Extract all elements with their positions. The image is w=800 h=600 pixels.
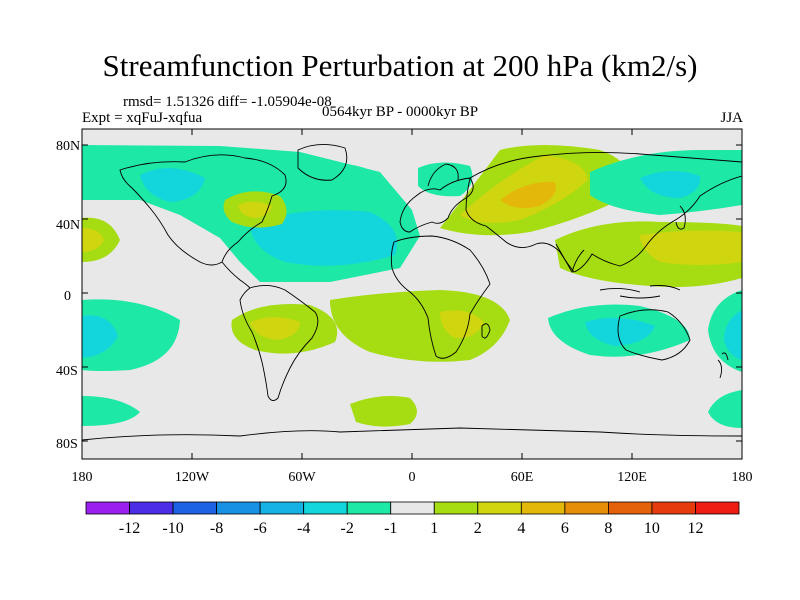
colorbar-label: -8 <box>210 520 223 537</box>
lat-label-0: 0 <box>64 289 71 304</box>
colorbar-swatch <box>477 501 522 515</box>
contour-pos-west-edge-core <box>82 228 104 252</box>
colorbar-swatch <box>608 501 653 515</box>
coast-australia <box>617 309 691 361</box>
experiment-label: Expt = xqFuJ-xqfua <box>82 110 203 126</box>
coast-europe <box>399 177 474 233</box>
coastlines <box>82 144 742 441</box>
coast-africa <box>390 235 491 359</box>
contour-neg-west <box>82 299 180 371</box>
coast-india <box>555 243 585 274</box>
colorbar-swatch <box>651 501 696 515</box>
contour-pos-eurasia-core <box>500 181 556 208</box>
stats-label: rmsd= 1.51326 diff= -1.05904e-08 <box>123 94 332 110</box>
lon-label-120e: 120E <box>617 470 647 485</box>
coast-asia <box>465 151 742 273</box>
colorbar-swatch <box>259 501 305 515</box>
colorbar-label: 1 <box>430 520 438 537</box>
contour-pos-south-atlantic <box>330 290 510 362</box>
colorbar-swatch <box>85 501 130 515</box>
lon-label-120w: 120W <box>175 470 210 485</box>
colorbar-label: -4 <box>297 520 310 537</box>
lon-label-60e: 60E <box>511 470 534 485</box>
lon-label-180w: 180 <box>72 470 93 485</box>
colorbar-swatch <box>129 501 174 515</box>
lon-label-60w: 60W <box>288 470 316 485</box>
colorbar-label: 10 <box>644 520 660 537</box>
colorbar-swatch <box>172 501 218 515</box>
colorbar-swatch <box>390 501 435 515</box>
coast-greenland <box>297 144 348 181</box>
colorbar-swatch <box>216 501 261 515</box>
contour-neg-far-south-west <box>82 396 140 426</box>
colorbar <box>85 501 740 515</box>
lon-label-180e: 180 <box>732 470 753 485</box>
colorbar-swatch <box>346 501 392 515</box>
lon-label-0: 0 <box>409 470 416 485</box>
colorbar-swatch <box>520 501 566 515</box>
contour-neg-east-core <box>724 310 742 360</box>
coast-indonesia <box>599 285 681 299</box>
coast-new-zealand <box>717 352 729 379</box>
contour-pos-far-south <box>350 396 417 427</box>
map-ticks <box>81 129 743 459</box>
colorbar-label: 4 <box>517 520 525 537</box>
contour-fills <box>82 145 742 428</box>
colorbar-label: 2 <box>474 520 482 537</box>
colorbar-labels: -12 -10 -8 -6 -4 -2 -1 1 2 4 6 8 10 12 <box>119 520 704 537</box>
coast-scandinavia <box>427 163 459 187</box>
contour-pos-africa-core <box>440 310 484 339</box>
contour-neg-far-south-east <box>708 390 742 428</box>
colorbar-label: -2 <box>341 520 354 537</box>
colorbar-swatch <box>695 501 740 515</box>
colorbar-label: 8 <box>604 520 612 537</box>
colorbar-label: 12 <box>687 520 703 537</box>
contour-neg-europe <box>305 162 372 194</box>
contour-neg-atlantic-core <box>250 210 398 266</box>
chart-title: Streamfunction Perturbation at 200 hPa (… <box>102 48 698 83</box>
lat-label-80s: 80S <box>56 437 78 452</box>
lat-label-80n: 80N <box>56 139 80 154</box>
colorbar-swatch <box>433 501 479 515</box>
contour-pos-america-core <box>238 201 272 218</box>
contour-neg-south-indian-core <box>585 317 655 346</box>
map-panel <box>82 129 742 459</box>
lat-label-40s: 40S <box>56 364 78 379</box>
contour-neg-nw-core <box>140 168 205 202</box>
period-label: 0564kyr BP - 0000kyr BP <box>322 104 479 120</box>
season-label: JJA <box>720 110 743 126</box>
contour-neg-east-asia-core <box>640 170 701 198</box>
colorbar-label: -10 <box>162 520 183 537</box>
coast-antarctica <box>82 427 742 441</box>
colorbar-swatch <box>303 501 348 515</box>
colorbar-label: -1 <box>384 520 397 537</box>
colorbar-label: 6 <box>561 520 569 537</box>
coast-japan <box>675 205 686 230</box>
contour-pos-south-america-core <box>250 317 300 340</box>
contour-pos-asia-pacific-core <box>640 230 742 265</box>
lat-label-40n: 40N <box>56 218 80 233</box>
contour-neg-scandinavia <box>418 162 473 197</box>
colorbar-label: -12 <box>119 520 140 537</box>
coast-madagascar <box>481 323 491 339</box>
coast-north-america <box>119 154 287 266</box>
colorbar-swatch <box>564 501 609 515</box>
coast-central-america <box>221 261 251 289</box>
colorbar-label: -6 <box>253 520 266 537</box>
coast-south-america <box>239 285 319 401</box>
contour-neg-west-core <box>82 315 118 358</box>
